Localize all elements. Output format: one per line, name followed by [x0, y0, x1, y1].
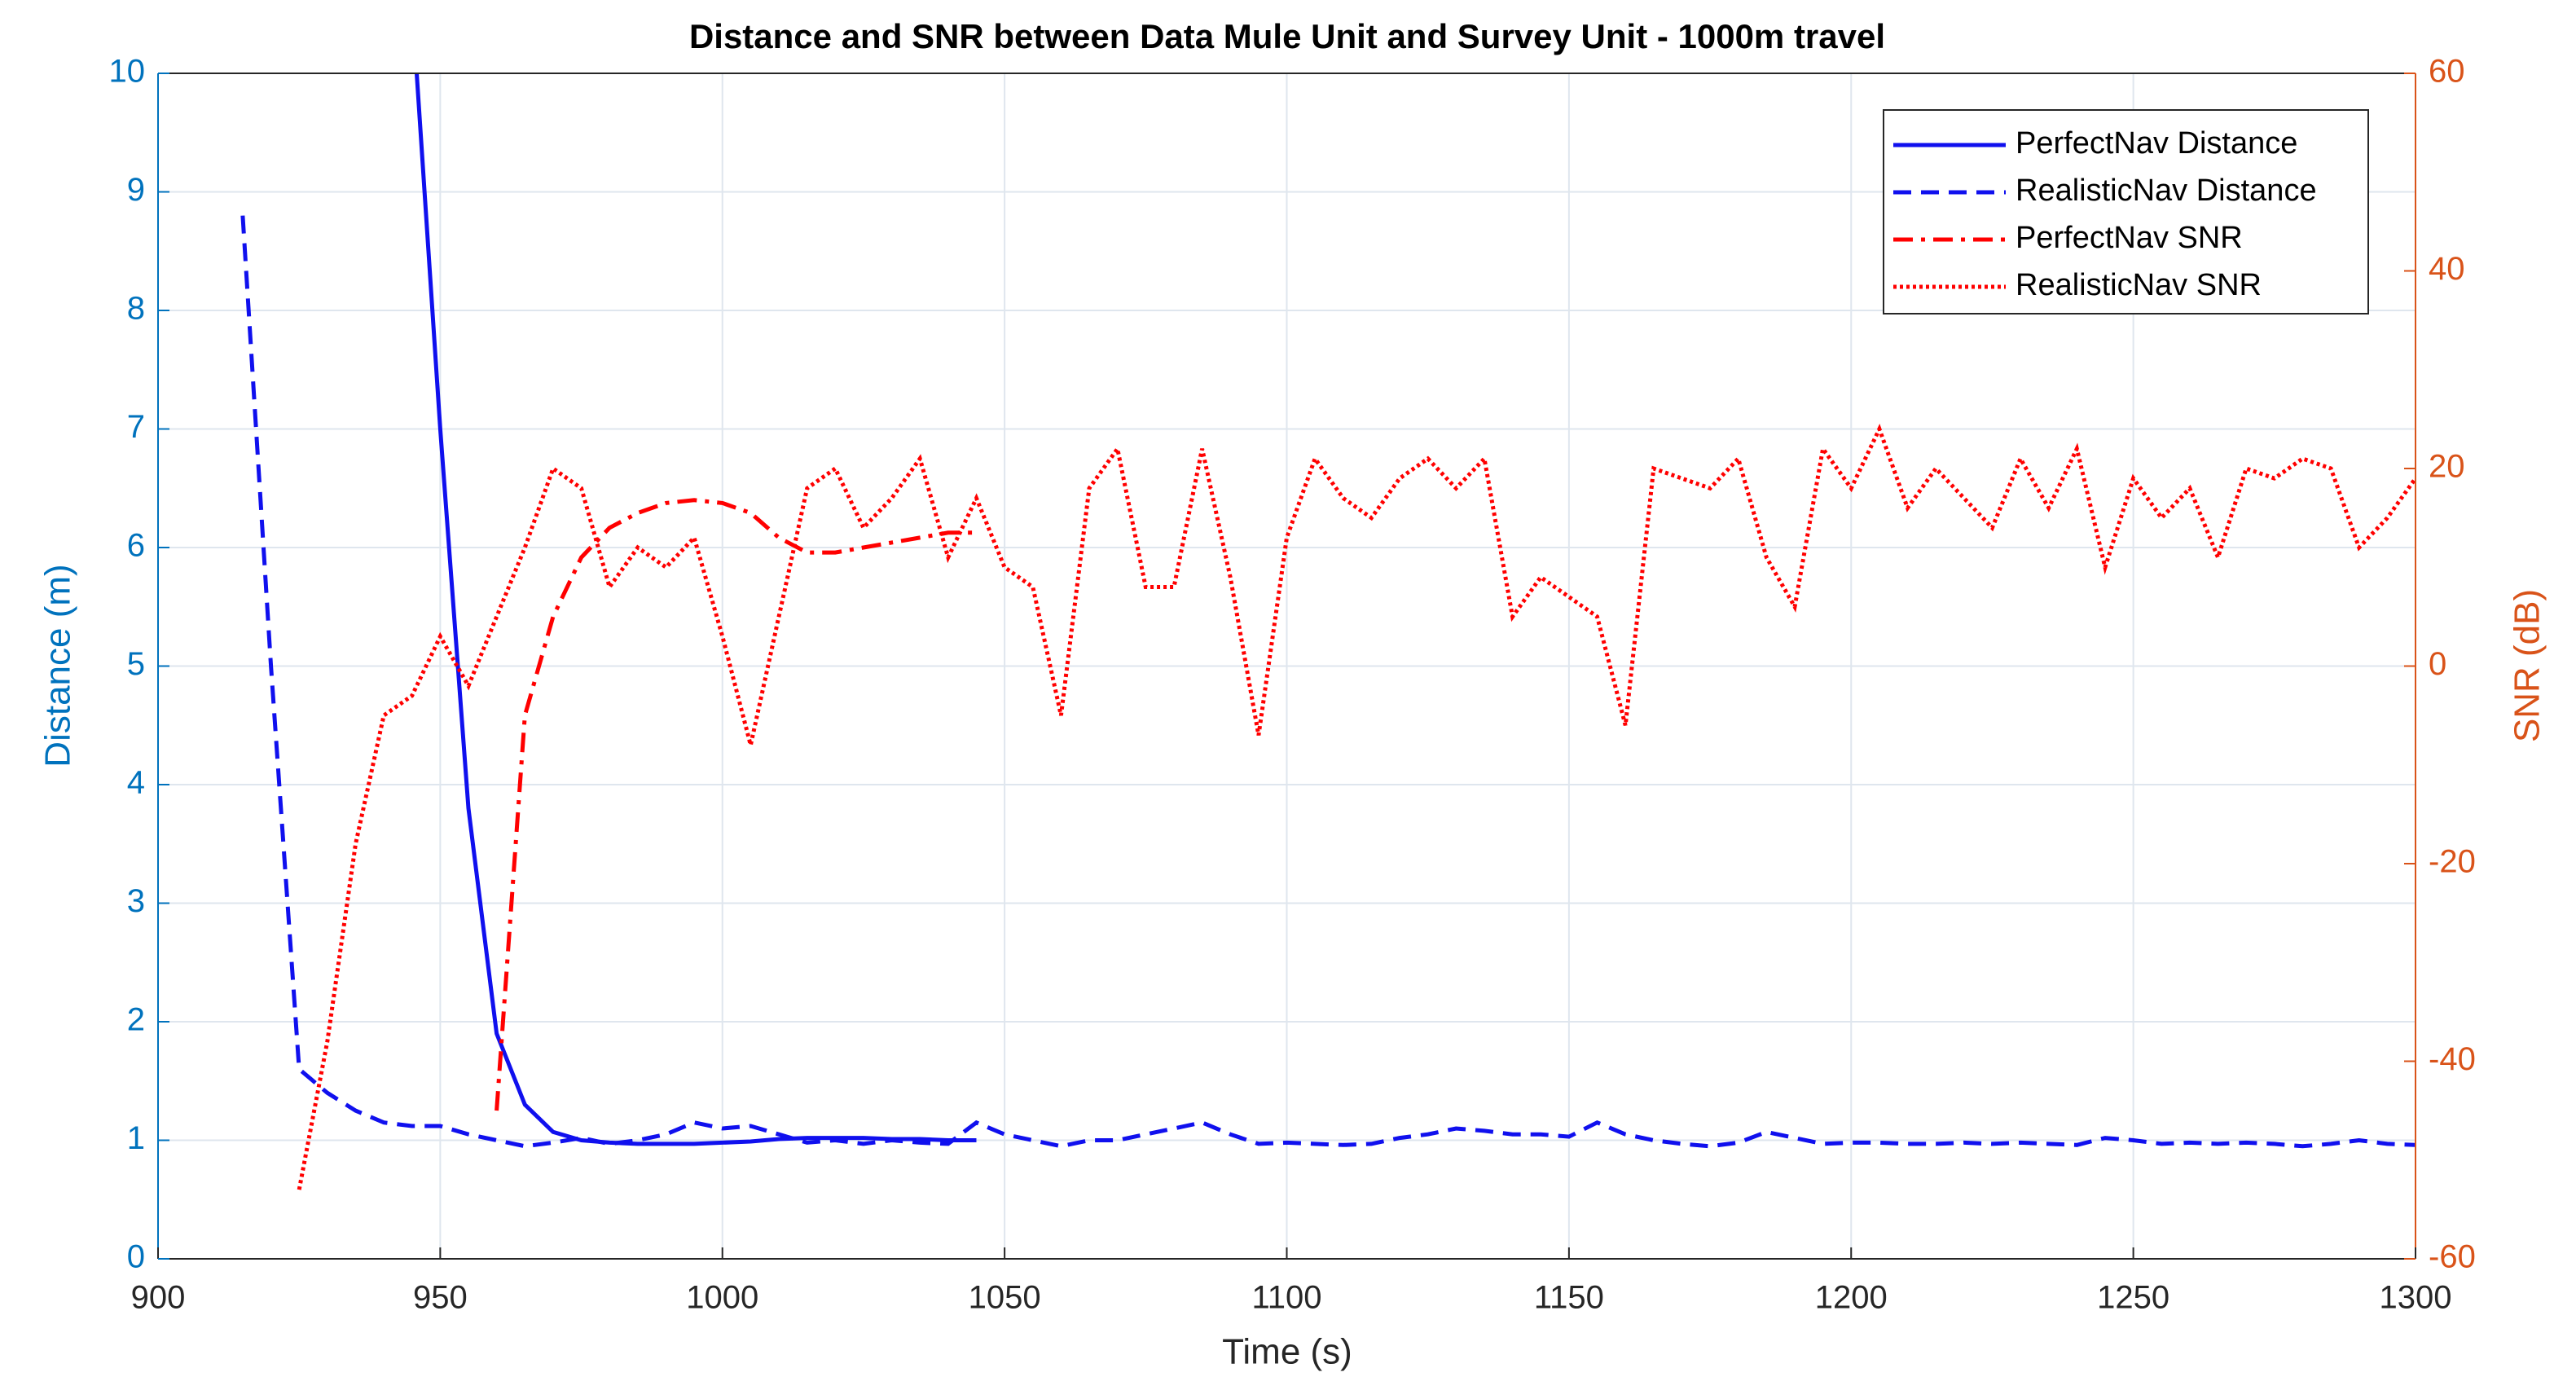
y2-tick-label: -40 — [2429, 1041, 2476, 1077]
y-tick-label: 4 — [127, 765, 145, 801]
x-tick-label: 1050 — [969, 1280, 1041, 1316]
plot-lines — [240, 73, 2416, 1190]
legend-label: PerfectNav Distance — [2016, 126, 2297, 161]
legend-label: RealisticNav Distance — [2016, 174, 2317, 208]
y-tick-label: 5 — [127, 646, 145, 682]
x-tick-label: 1250 — [2097, 1280, 2169, 1316]
x-axis-label: Time (s) — [1222, 1332, 1352, 1372]
y2-tick-label: 60 — [2429, 54, 2465, 90]
series-line — [414, 73, 977, 1146]
x-tick-label: 1200 — [1815, 1280, 1888, 1316]
y-tick-label: 8 — [127, 291, 145, 327]
legend-label: RealisticNav SNR — [2016, 268, 2262, 302]
y-tick-label: 1 — [127, 1120, 145, 1156]
y-tick-label: 6 — [127, 528, 145, 564]
x-tick-label: 1100 — [1251, 1280, 1321, 1316]
y-tick-label: 2 — [127, 1002, 145, 1038]
y2-axis-label: SNR (dB) — [2508, 589, 2547, 742]
y-tick-label: 0 — [127, 1239, 145, 1275]
legend-label: PerfectNav SNR — [2016, 221, 2243, 255]
y-tick-label: 7 — [127, 409, 145, 445]
y-tick-label: 3 — [127, 883, 145, 919]
x-tick-label: 950 — [413, 1280, 468, 1316]
x-tick-label: 1000 — [686, 1280, 758, 1316]
y-axis-label: Distance (m) — [38, 564, 78, 767]
y2-tick-label: -60 — [2429, 1239, 2476, 1275]
y2-tick-label: 0 — [2429, 646, 2446, 682]
chart-title: Distance and SNR between Data Mule Unit … — [689, 17, 1885, 55]
x-tick-label: 1300 — [2380, 1280, 2452, 1316]
y-tick-label: 10 — [109, 54, 146, 90]
y2-tick-label: -20 — [2429, 844, 2476, 880]
y2-tick-label: 40 — [2429, 251, 2465, 287]
series-line — [297, 423, 2416, 1190]
x-tick-label: 900 — [131, 1280, 186, 1316]
y-tick-label: 9 — [127, 172, 145, 208]
x-tick-label: 1150 — [1534, 1280, 1604, 1316]
series-line — [240, 215, 2416, 1149]
y2-tick-label: 20 — [2429, 449, 2465, 485]
